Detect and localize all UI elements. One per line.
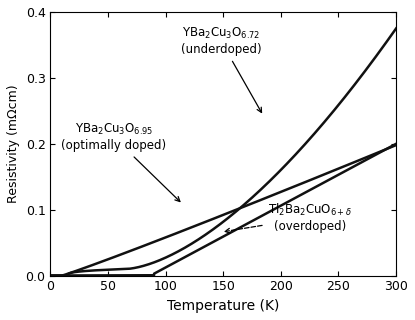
Text: YBa$_2$Cu$_3$O$_{6.95}$
(optimally doped): YBa$_2$Cu$_3$O$_{6.95}$ (optimally doped… [61,122,180,202]
Text: YBa$_2$Cu$_3$O$_{6.72}$
(underdoped): YBa$_2$Cu$_3$O$_{6.72}$ (underdoped) [181,26,261,112]
X-axis label: Temperature (K): Temperature (K) [167,299,279,313]
Text: Tl$_2$Ba$_2$CuO$_{6+\delta}$
(overdoped): Tl$_2$Ba$_2$CuO$_{6+\delta}$ (overdoped) [225,202,352,233]
Y-axis label: Resistivity (mΩcm): Resistivity (mΩcm) [7,84,20,203]
